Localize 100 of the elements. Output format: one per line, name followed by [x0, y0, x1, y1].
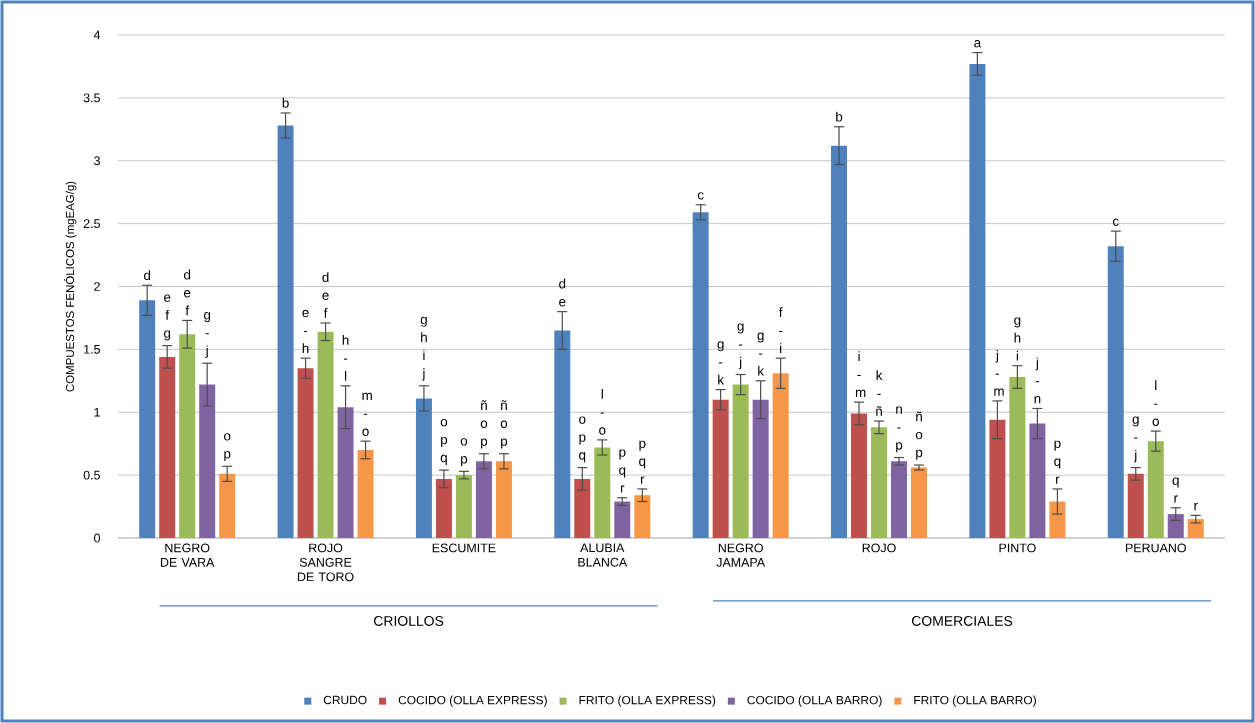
data-label: j - n [1034, 357, 1041, 404]
y-tick-label: 2 [94, 282, 100, 291]
data-label: q r [1172, 477, 1179, 503]
bar [891, 461, 908, 538]
bar [871, 427, 888, 538]
data-label: o p q [440, 418, 448, 465]
x-tick-label: NEGRO JAMAPA [716, 543, 766, 567]
data-label: d e f [322, 272, 329, 318]
bar [435, 478, 452, 538]
y-axis-title: COMPUESTOS FENÓLICOS (mgEAG/g) [64, 181, 77, 392]
data-label: p q r [1054, 440, 1061, 484]
data-label: f - i [778, 307, 783, 353]
bar [969, 63, 986, 538]
bar [357, 449, 374, 538]
bar [732, 384, 749, 538]
data-label: ñ o p [500, 400, 508, 449]
bar [831, 145, 848, 538]
y-tick-label: 0.5 [83, 470, 100, 480]
bar [1009, 377, 1026, 538]
bar [455, 475, 472, 538]
bar [139, 300, 156, 538]
bar [199, 384, 216, 538]
data-label: g - j [204, 312, 211, 358]
bar [712, 399, 729, 538]
data-label: j - m [994, 350, 1004, 396]
bar [495, 461, 512, 538]
text: CRIOLLOS [374, 616, 444, 626]
data-label: d [144, 270, 151, 281]
x-tick-label: PERUANO [1125, 543, 1186, 553]
y-tick-label: 4 [93, 30, 101, 40]
text: COMERCIALES [911, 616, 1013, 626]
data-label: m - o [362, 392, 372, 436]
x-tick-label: ALUBIA BLANCA [578, 543, 628, 567]
bar [1187, 519, 1204, 538]
data-label: ñ o p [480, 400, 488, 449]
bar [317, 331, 334, 538]
data-label: k - ñ [876, 370, 883, 416]
bar [1049, 501, 1066, 538]
bar [475, 461, 492, 538]
bar [415, 398, 432, 538]
data-label: e - h [302, 309, 309, 353]
bar [554, 330, 571, 538]
data-label: b [836, 111, 843, 122]
bar [219, 473, 236, 538]
data-label: e f g [164, 294, 171, 341]
data-label: g h i j [420, 316, 427, 381]
x-tick-label: ESCUMITE [432, 543, 496, 553]
bar [179, 334, 196, 538]
data-label: c [1112, 218, 1119, 226]
legend-label: FRITO (OLLA EXPRESS) [579, 695, 716, 707]
y-tick-label: 3 [94, 156, 100, 166]
y-tick-label: 3.5 [83, 93, 100, 103]
bar [1127, 473, 1144, 538]
data-label: ñ o p [915, 411, 923, 460]
data-label: g - k [717, 341, 725, 385]
x-tick-label: ROJO [862, 543, 896, 553]
bar [1167, 514, 1184, 538]
data-label: l - o [1152, 380, 1159, 426]
y-tick-label: 1.5 [84, 345, 100, 354]
data-label: i - m [855, 351, 866, 397]
data-label: n - p [896, 406, 903, 453]
data-label: g h i [1014, 317, 1021, 361]
bar [772, 373, 789, 538]
legend-label: FRITO (OLLA BARRO) [914, 695, 1036, 707]
y-tick-label: 1 [94, 407, 100, 417]
data-label: c [697, 192, 704, 200]
data-label: o p [460, 438, 468, 467]
y-tick-label: 2.5 [83, 219, 100, 229]
x-tick-label: PINTO [999, 543, 1036, 553]
data-label: d e [559, 278, 566, 307]
data-label: p q r [619, 449, 626, 493]
data-label: h - l [342, 335, 349, 381]
bar [614, 501, 631, 538]
y-tick-label: 0 [94, 533, 100, 543]
bar [159, 356, 176, 538]
data-label: d e f [184, 269, 191, 316]
legend-label: CRUDO [323, 695, 367, 705]
data-label: g - j [1132, 416, 1139, 463]
bar [989, 419, 1006, 538]
bar [277, 125, 294, 538]
data-label: r [1194, 502, 1198, 511]
data-label: a [974, 40, 982, 48]
bar [594, 447, 611, 538]
bar [634, 495, 651, 538]
bar [574, 478, 591, 538]
bar [337, 407, 354, 538]
bar [1107, 246, 1124, 538]
bar [1147, 441, 1164, 538]
bar [692, 212, 709, 538]
legend-label: COCIDO (OLLA EXPRESS) [398, 695, 547, 707]
x-tick-label: NEGRO DE VARA [160, 543, 215, 567]
legend-label: COCIDO (OLLA BARRO) [747, 695, 882, 707]
data-label: b [282, 97, 289, 108]
data-label: g - j [737, 323, 744, 370]
bar [1029, 423, 1046, 538]
data-label: g - k [757, 332, 765, 376]
bar [911, 467, 928, 538]
x-tick-label: ROJO SANGRE DE TORO [297, 543, 354, 582]
bar [297, 368, 314, 538]
data-label: o p [224, 433, 231, 462]
